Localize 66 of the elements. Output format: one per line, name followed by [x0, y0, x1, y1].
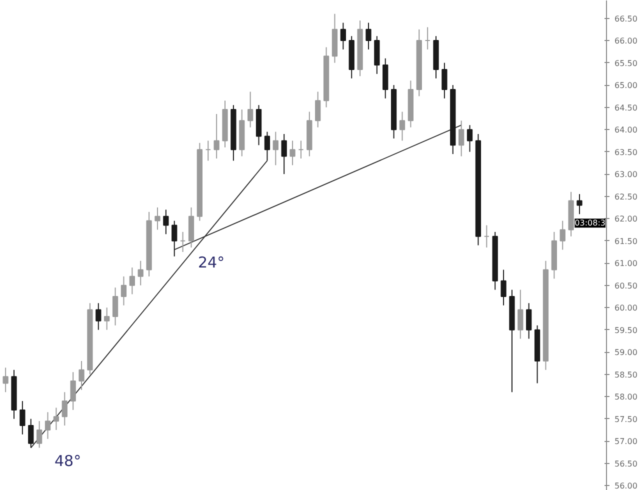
candlestick: [20, 400, 26, 435]
candlestick: [163, 209, 169, 235]
y-tick-label: 63.00: [614, 170, 638, 180]
y-tick-label: 59.50: [614, 326, 638, 335]
y-tick-label: 58.00: [614, 392, 638, 402]
y-tick-label: 60.50: [614, 281, 638, 290]
y-tick-label: 65.00: [614, 81, 638, 90]
candlestick: [53, 407, 60, 430]
y-tick-label: 58.50: [614, 370, 638, 380]
candlestick: [518, 289, 524, 340]
candlestick: [78, 360, 84, 390]
y-tick-label: 60.00: [614, 304, 638, 313]
candlestick: [70, 372, 76, 410]
y-tick-label: 66.00: [614, 36, 638, 46]
candlestick: [366, 22, 372, 50]
candlestick: [399, 111, 406, 142]
y-tick-label: 56.50: [614, 459, 638, 468]
y-tick-label: 57.00: [614, 437, 638, 446]
candlestick: [154, 206, 160, 230]
candlestick: [96, 302, 102, 330]
candlestick: [442, 62, 448, 99]
y-tick-label: 66.50: [614, 14, 638, 24]
candlestick: [180, 231, 186, 252]
candlestick: [28, 418, 34, 448]
candlestick: [340, 22, 346, 50]
candlestick: [526, 302, 532, 340]
candlestick: [466, 124, 473, 152]
candlestick: [264, 131, 270, 162]
y-tick-label: 57.50: [614, 414, 638, 424]
y-tick-label: 64.00: [614, 126, 638, 135]
candlestick: [112, 287, 118, 326]
candlestick: [214, 113, 220, 159]
candlestick: [172, 220, 178, 257]
annotation: 03:08:3: [574, 218, 606, 228]
candlestick: [44, 412, 51, 440]
annotation: 24°: [198, 254, 225, 272]
candlestick: [298, 140, 304, 159]
candlestick: [290, 140, 296, 166]
y-tick-label: 61.50: [614, 236, 638, 246]
candlestick: [120, 276, 127, 306]
candlestick: [205, 140, 211, 162]
y-tick-label: 65.50: [614, 58, 638, 68]
y-tick-label: 63.50: [614, 148, 638, 157]
candlestick: [62, 392, 68, 426]
candlestick: [458, 120, 464, 157]
candlestick: [2, 367, 8, 393]
candlestick: [272, 131, 278, 166]
candlestick: [104, 307, 110, 330]
candlestick: [129, 267, 135, 295]
candlestick: [315, 91, 321, 128]
candlestick: [248, 91, 254, 128]
annotation: 48°: [54, 452, 82, 470]
y-tick-label: 62.50: [614, 192, 638, 202]
y-tick-label: 56.00: [614, 482, 638, 490]
candlestick: [484, 224, 490, 248]
candlestick: [281, 134, 287, 175]
candlestick: [560, 220, 566, 250]
candlestick: [500, 269, 506, 306]
y-tick-label: 62.00: [614, 214, 638, 224]
candlestick: [138, 260, 144, 286]
y-tick-label: 59.00: [614, 348, 638, 358]
candlestick: [36, 420, 42, 448]
candlestick: [424, 26, 430, 50]
candlestick: [576, 194, 582, 215]
y-tick-label: 61.00: [614, 259, 638, 268]
y-tick-label: 64.50: [614, 103, 638, 112]
